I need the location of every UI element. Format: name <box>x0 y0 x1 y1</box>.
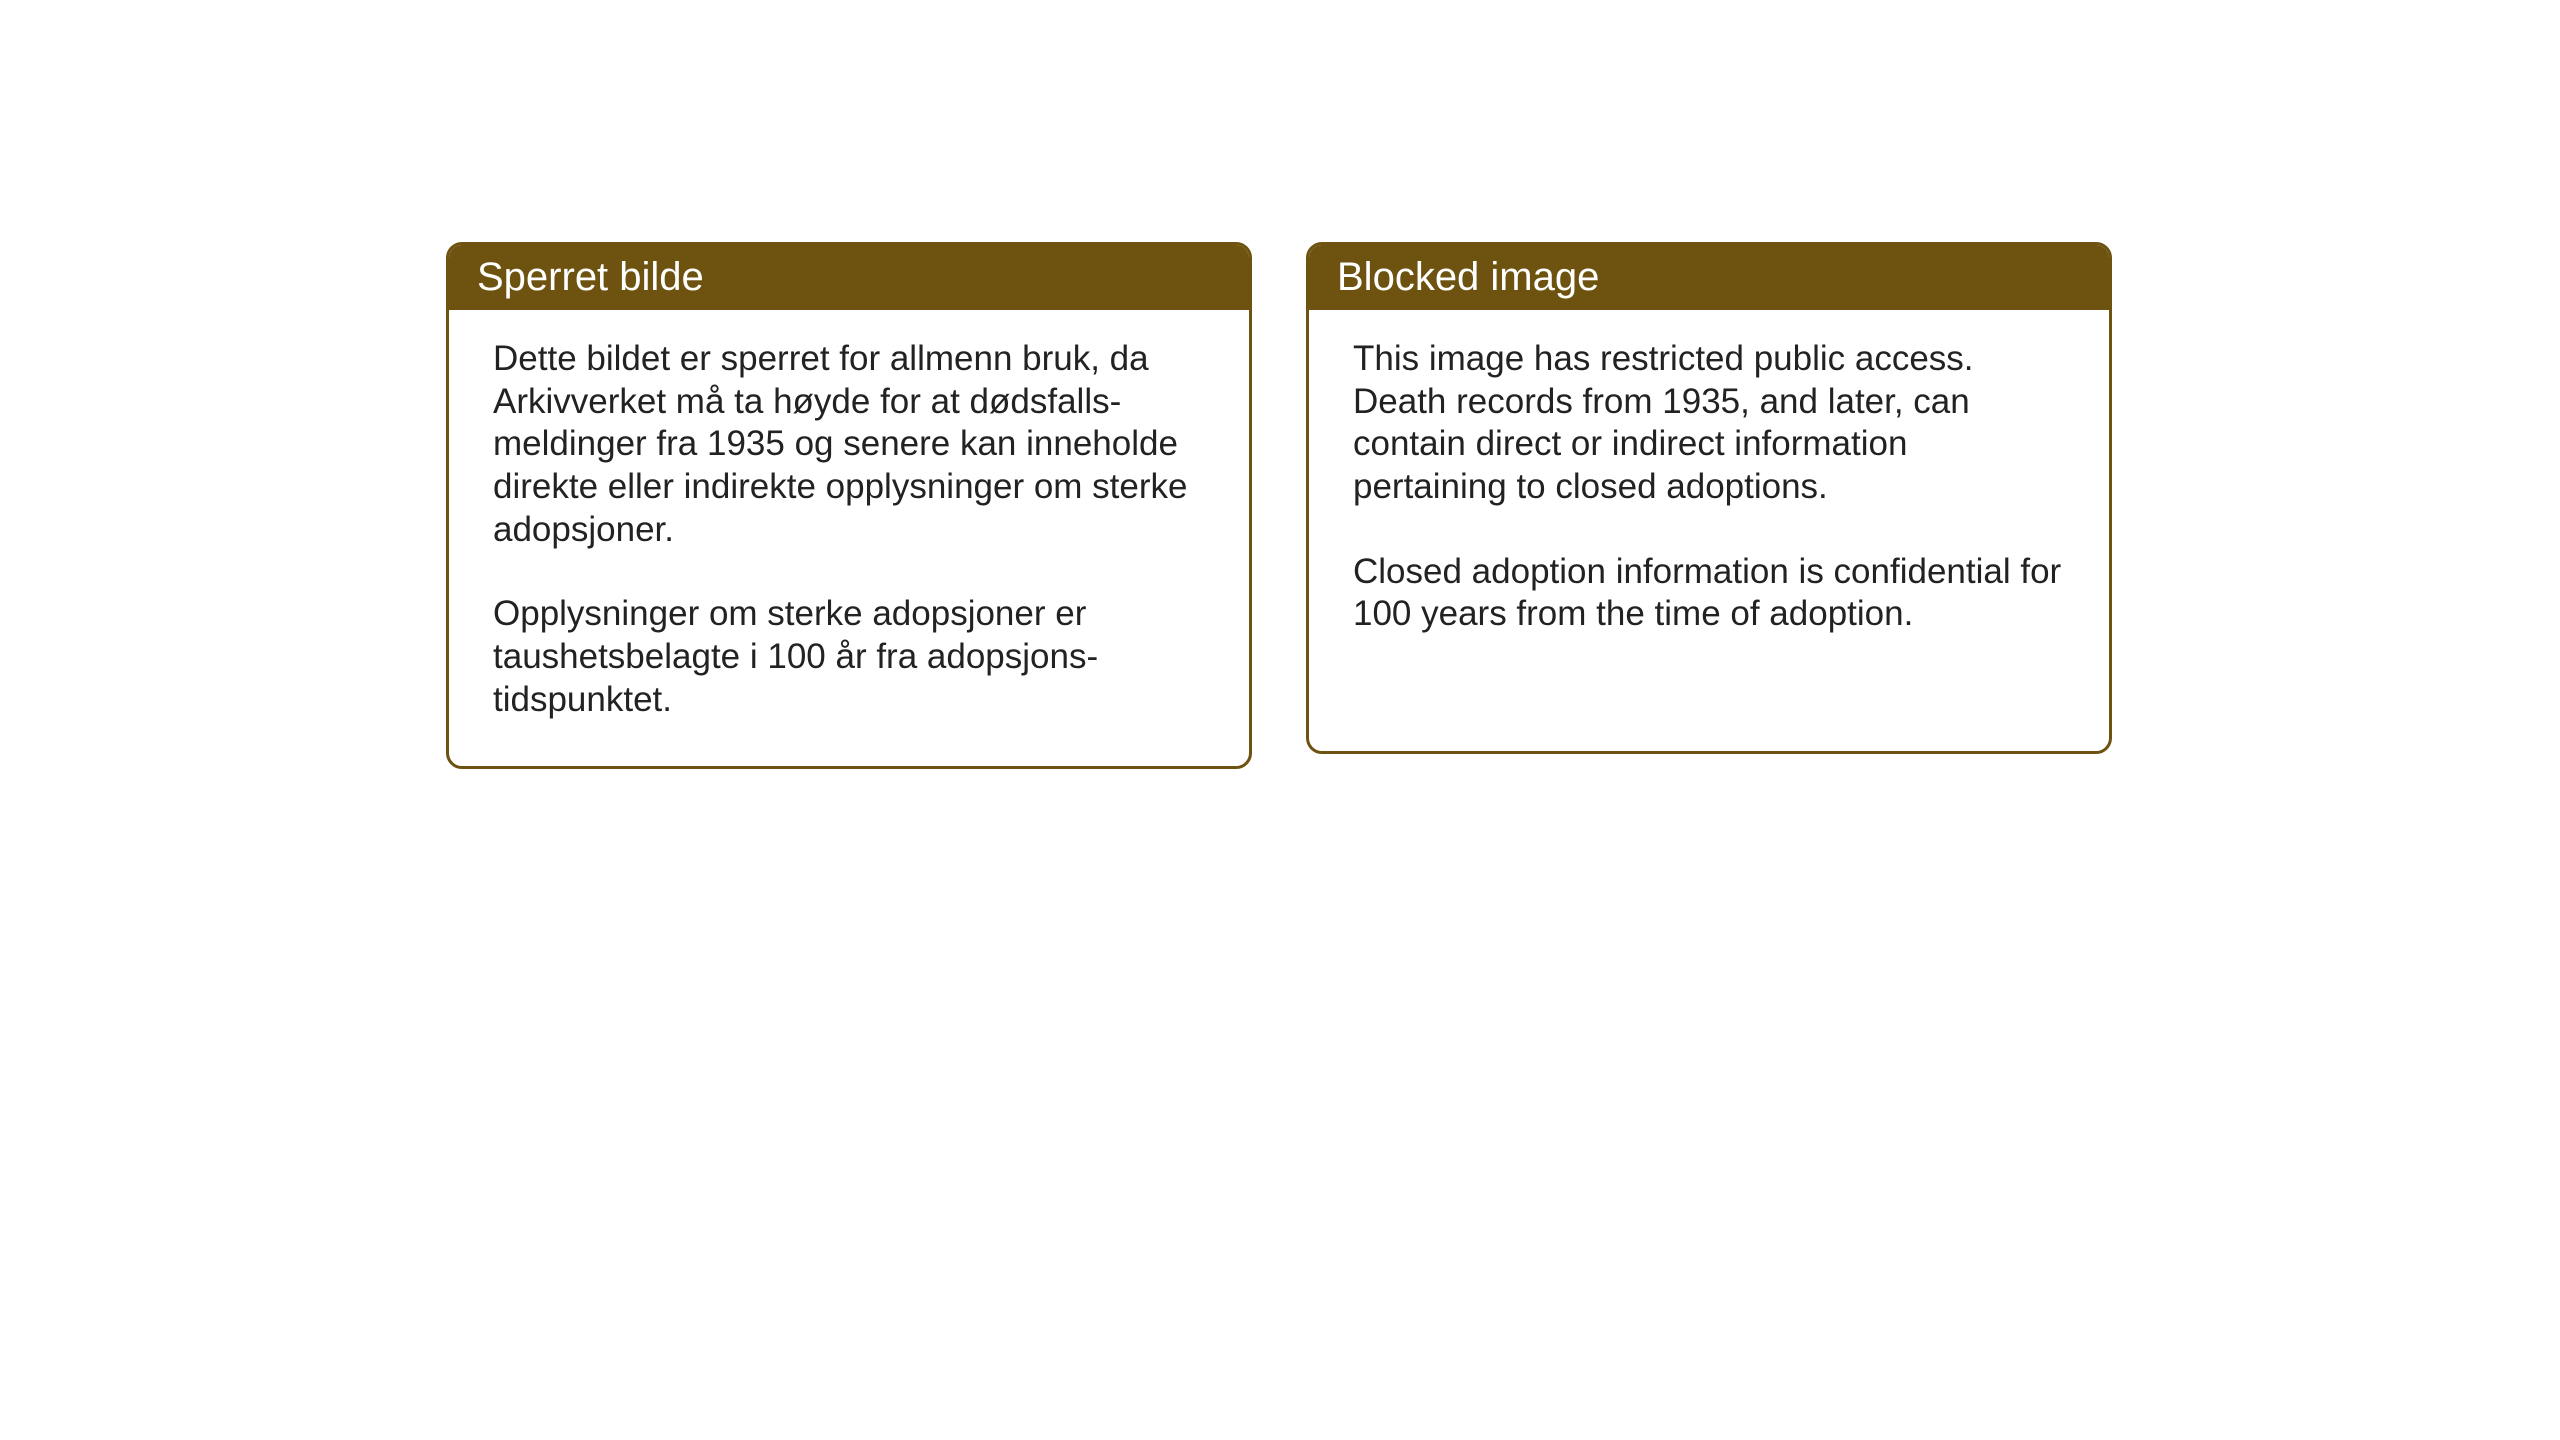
english-notice-card: Blocked image This image has restricted … <box>1306 242 2112 754</box>
english-paragraph-1: This image has restricted public access.… <box>1353 338 2065 509</box>
norwegian-card-header: Sperret bilde <box>449 245 1249 310</box>
norwegian-card-body: Dette bildet er sperret for allmenn bruk… <box>449 310 1249 766</box>
english-card-header: Blocked image <box>1309 245 2109 310</box>
norwegian-card-title: Sperret bilde <box>477 255 704 299</box>
norwegian-paragraph-1: Dette bildet er sperret for allmenn bruk… <box>493 338 1205 551</box>
english-card-title: Blocked image <box>1337 255 1599 299</box>
norwegian-notice-card: Sperret bilde Dette bildet er sperret fo… <box>446 242 1252 769</box>
english-card-body: This image has restricted public access.… <box>1309 310 2109 680</box>
english-paragraph-2: Closed adoption information is confident… <box>1353 551 2065 636</box>
norwegian-paragraph-2: Opplysninger om sterke adopsjoner er tau… <box>493 593 1205 721</box>
notice-cards-container: Sperret bilde Dette bildet er sperret fo… <box>446 242 2112 769</box>
